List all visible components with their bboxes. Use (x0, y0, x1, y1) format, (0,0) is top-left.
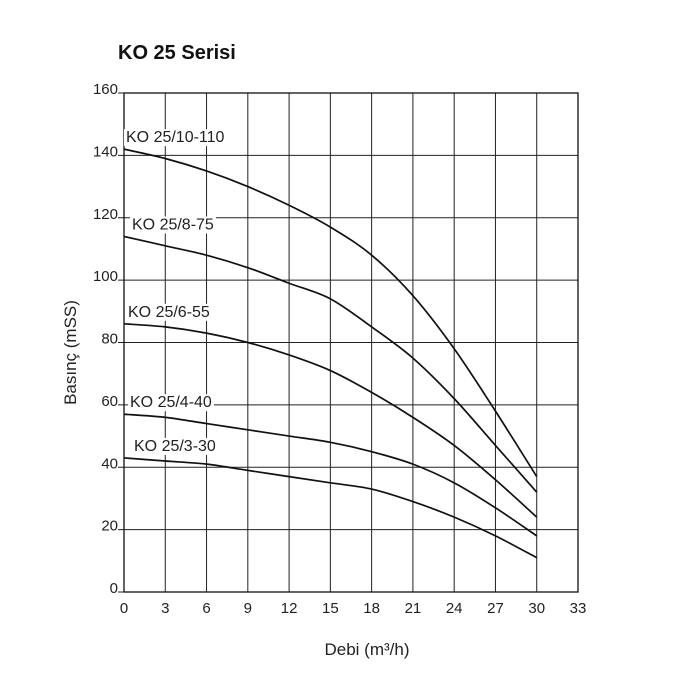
y-tick-label-6: 120 (93, 206, 118, 223)
x-tick-label-5: 15 (322, 600, 339, 617)
series-label-bg-1 (130, 216, 216, 234)
x-tick-label-4: 12 (281, 600, 298, 617)
series-label-3: KO 25/4-40 (130, 394, 212, 411)
y-tick-label-8: 160 (93, 81, 118, 98)
x-tick-label-11: 33 (570, 600, 587, 617)
y-tick-label-0: 0 (110, 580, 118, 597)
series-label-bg-0 (124, 129, 227, 147)
series-line-1 (123, 235, 538, 493)
series-label-bg-2 (126, 303, 212, 321)
chart-title: KO 25 Serisi (118, 42, 236, 64)
series-label-bg-3 (128, 394, 214, 412)
series-line-3 (123, 413, 538, 537)
series-label-4: KO 25/3-30 (134, 438, 216, 455)
x-tick-label-2: 6 (202, 600, 210, 617)
x-tick-label-8: 24 (446, 600, 463, 617)
y-axis-label: Basınç (mSS) (61, 300, 80, 405)
y-tick-label-4: 80 (101, 331, 118, 348)
series-label-2: KO 25/6-55 (128, 304, 210, 321)
series-line-2 (123, 322, 538, 518)
x-tick-label-7: 21 (405, 600, 422, 617)
y-tick-label-3: 60 (101, 393, 118, 410)
y-tick-label-2: 40 (101, 455, 118, 472)
x-axis-label: Debi (m³/h) (324, 640, 409, 659)
x-tick-label-1: 3 (161, 600, 169, 617)
series-line-0 (123, 148, 538, 478)
series-label-1: KO 25/8-75 (132, 216, 214, 233)
tick-labels: 0 3 6 9 12 15 18 21 24 27 30 33 0 20 40 60 80 100 120 140 16… (93, 81, 586, 617)
y-tick-label-1: 20 (101, 518, 118, 535)
series-label-bg-4 (132, 437, 218, 455)
y-tick-label-7: 140 (93, 143, 118, 160)
curves (123, 148, 538, 559)
series-line-4 (123, 457, 538, 559)
x-tick-label-9: 27 (487, 600, 504, 617)
x-tick-label-0: 0 (120, 600, 128, 617)
x-tick-label-10: 30 (528, 600, 545, 617)
series-label-0: KO 25/10-110 (126, 129, 225, 146)
x-tick-label-6: 18 (363, 600, 380, 617)
y-tick-label-5: 100 (93, 268, 118, 285)
x-tick-label-3: 9 (244, 600, 252, 617)
plot-frame (123, 92, 579, 593)
series-labels: KO 25/10-110 KO 25/8-75 KO 25/6-55 KO 25/4-… (124, 129, 227, 455)
